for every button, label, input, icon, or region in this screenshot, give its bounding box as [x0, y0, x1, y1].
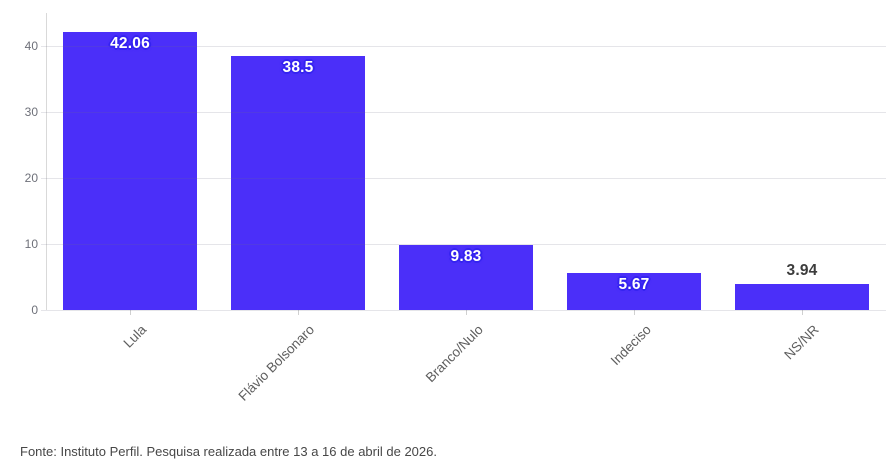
- bar-value-label: 38.5: [282, 58, 314, 76]
- x-axis-label: NS/NR: [781, 322, 822, 363]
- x-axis-tick: [634, 310, 635, 315]
- y-axis-tick-label: 20: [24, 171, 38, 185]
- y-axis-tick-label: 40: [24, 39, 38, 53]
- bar-value-label: 3.94: [786, 261, 818, 279]
- x-axis-tick: [802, 310, 803, 315]
- y-axis-tick-label: 30: [24, 105, 38, 119]
- gridline: [41, 310, 886, 311]
- bar-value-label: 9.83: [450, 248, 482, 266]
- y-axis-tick-label: 0: [31, 303, 38, 317]
- gridline: [41, 112, 886, 113]
- gridline: [41, 244, 886, 245]
- x-axis-label: Indeciso: [607, 322, 654, 369]
- gridline: [41, 46, 886, 47]
- x-axis-label: Flávio Bolsonaro: [235, 322, 318, 404]
- gridline: [41, 178, 886, 179]
- x-axis-label: Lula: [120, 322, 150, 351]
- bar[interactable]: [734, 283, 870, 310]
- bar[interactable]: [398, 245, 534, 310]
- y-axis-tick-label: 10: [24, 237, 38, 251]
- bar-value-label: 42.06: [110, 35, 150, 53]
- y-axis-line: [46, 13, 47, 310]
- bar[interactable]: [230, 55, 366, 310]
- bar[interactable]: [62, 32, 198, 310]
- bar[interactable]: [566, 272, 702, 310]
- source-note: Fonte: Instituto Perfil. Pesquisa realiz…: [20, 444, 437, 459]
- x-axis-label: Branco/Nulo: [422, 322, 486, 386]
- x-axis-tick: [130, 310, 131, 315]
- bar-value-label: 5.67: [618, 275, 650, 293]
- x-axis-tick: [466, 310, 467, 315]
- x-axis-tick: [298, 310, 299, 315]
